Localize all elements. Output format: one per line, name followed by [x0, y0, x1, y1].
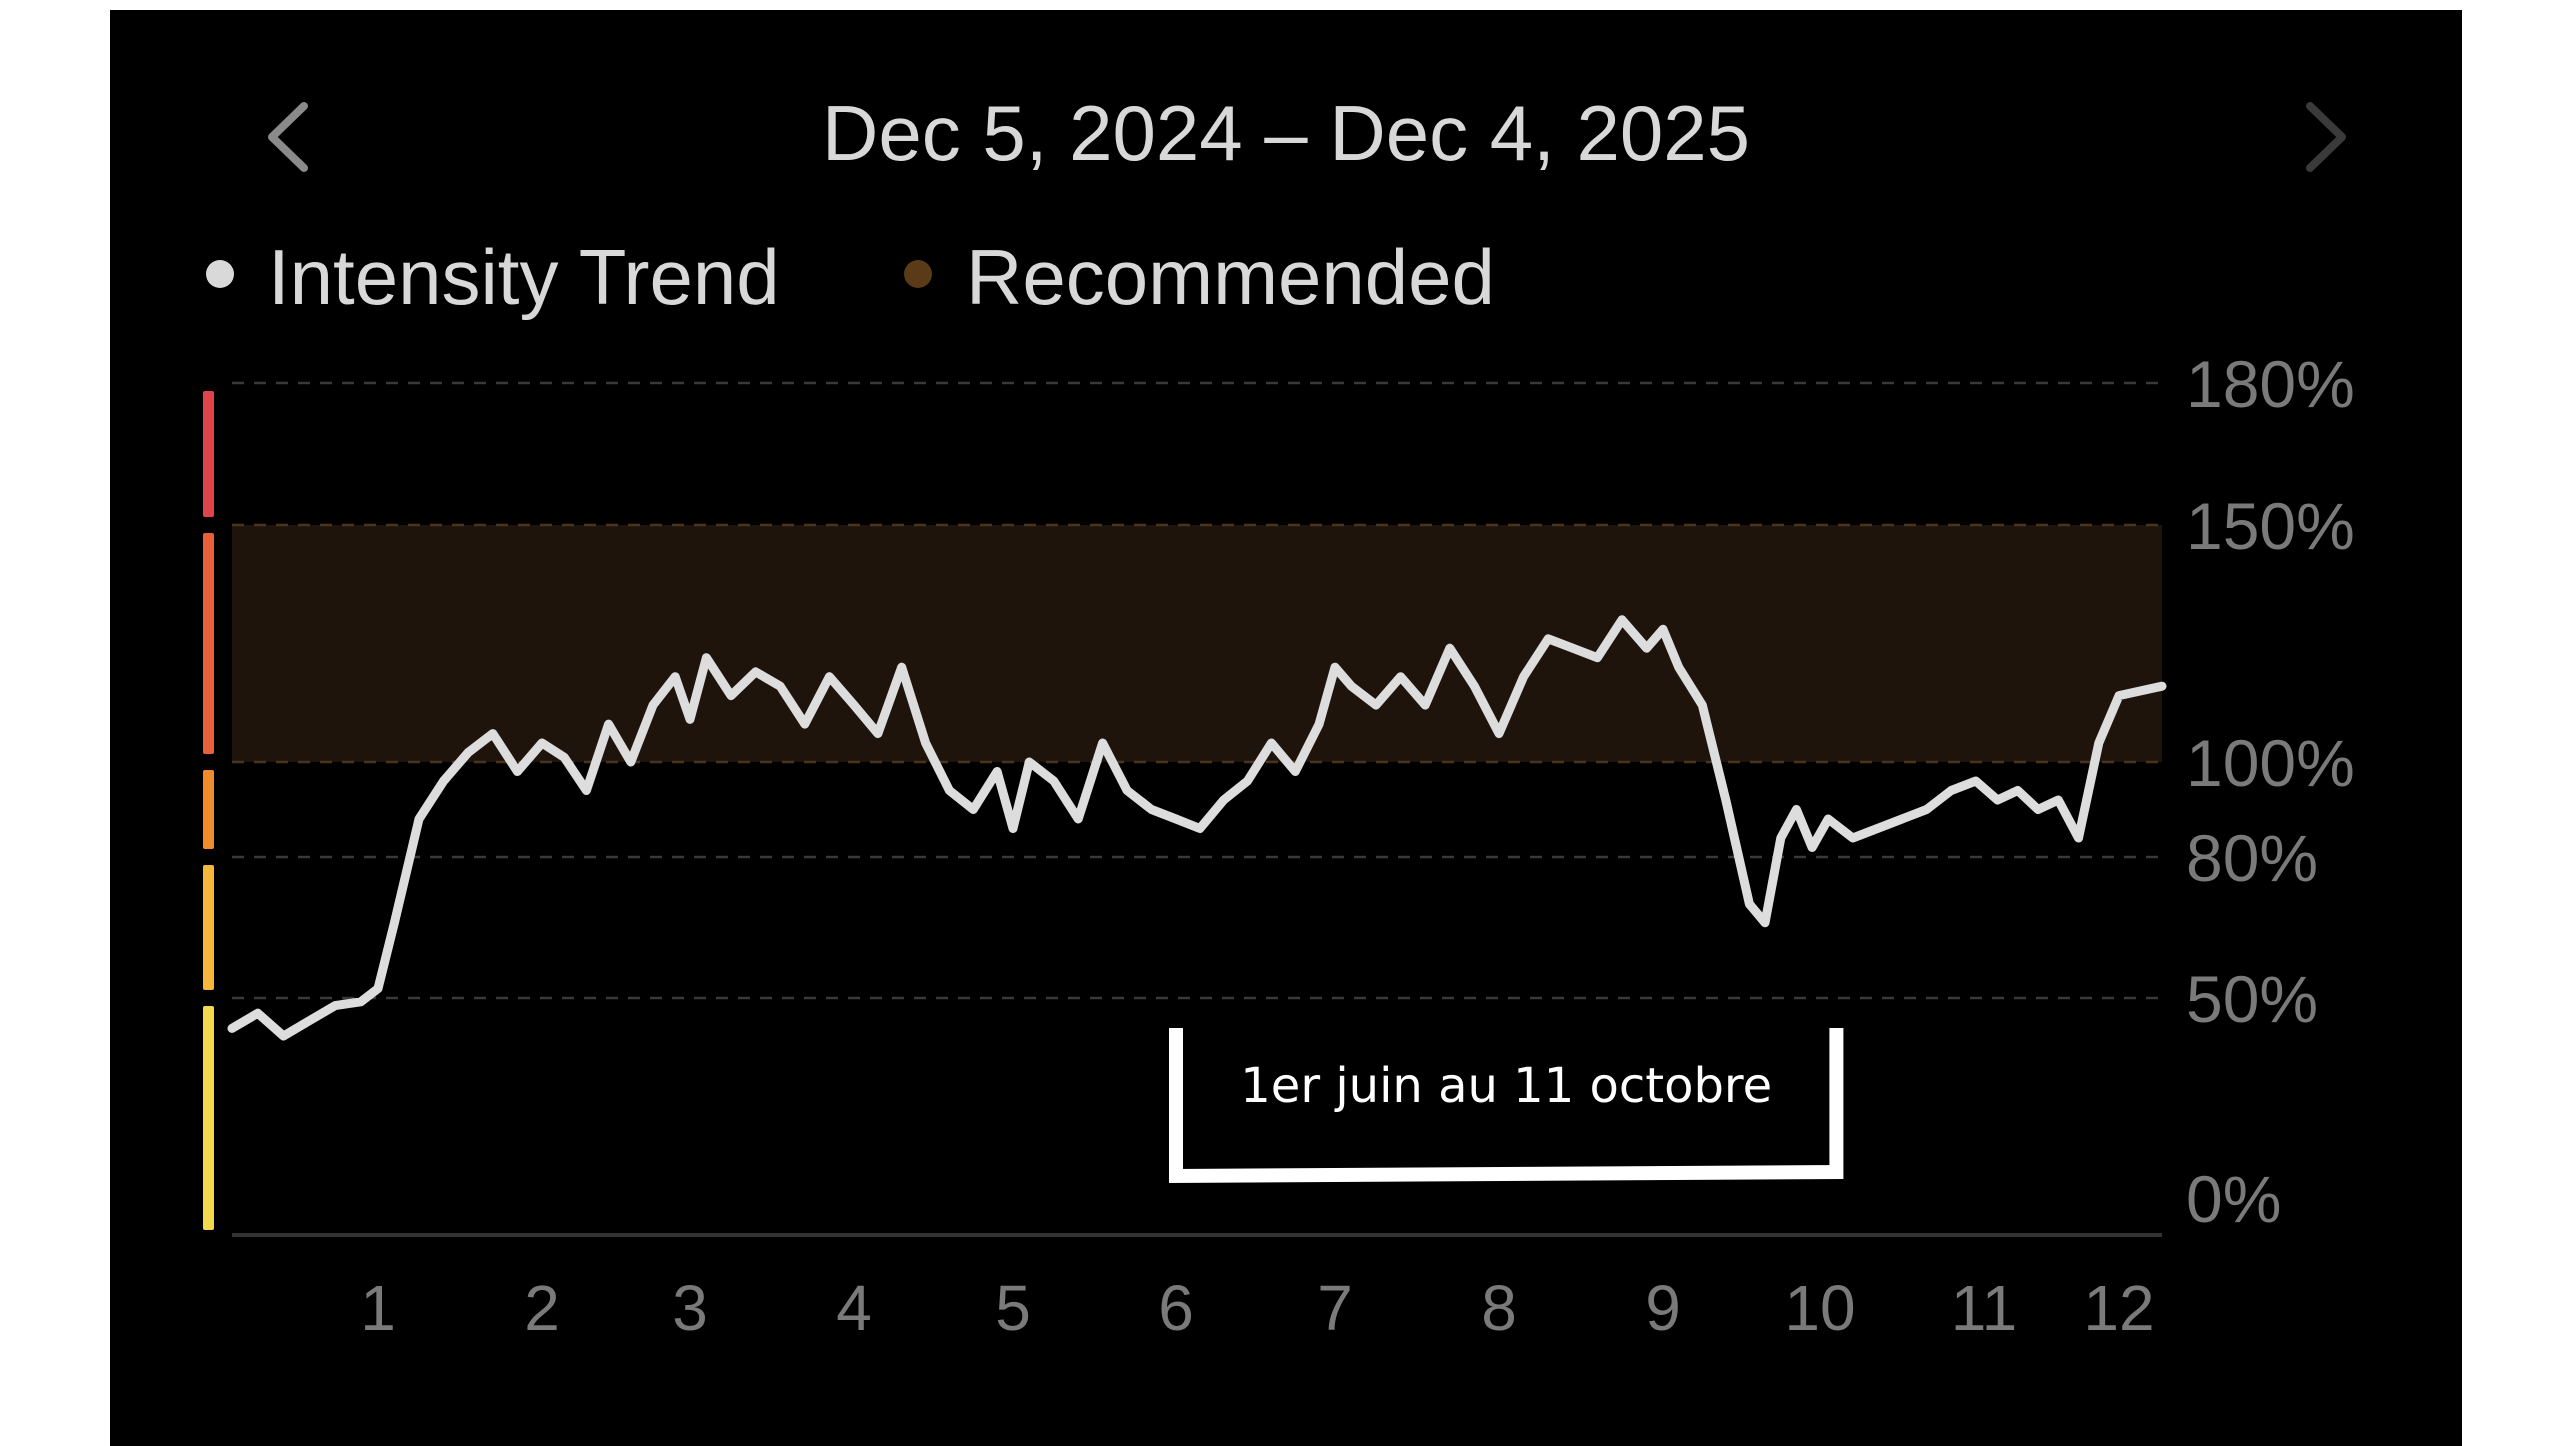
- x-tick-label: 10: [1784, 1272, 1855, 1344]
- intensity-zone-bar: [203, 1006, 214, 1230]
- date-range-title: Dec 5, 2024 – Dec 4, 2025: [822, 89, 1750, 177]
- x-tick-label: 8: [1481, 1272, 1517, 1344]
- intensity-zone-bar: [203, 391, 214, 517]
- prev-period-button[interactable]: [268, 102, 308, 172]
- intensity-chart: Dec 5, 2024 – Dec 4, 2025 Intensity Tren…: [203, 89, 2355, 1344]
- date-range-annotation: 1er juin au 11 octobre: [1169, 1028, 1844, 1184]
- chart-panel: Dec 5, 2024 – Dec 4, 2025 Intensity Tren…: [110, 10, 2462, 1446]
- annotation-bracket: [1169, 1028, 1844, 1184]
- x-tick-label: 12: [2083, 1272, 2154, 1344]
- chevron-left-icon: [268, 102, 308, 172]
- y-tick-label: 0%: [2186, 1162, 2281, 1236]
- y-tick-label: 100%: [2186, 726, 2355, 800]
- x-tick-label: 9: [1645, 1272, 1681, 1344]
- legend-label-intensity: Intensity Trend: [268, 233, 780, 321]
- x-tick-label: 6: [1158, 1272, 1194, 1344]
- x-tick-label: 5: [995, 1272, 1031, 1344]
- intensity-zone-bar: [203, 770, 214, 849]
- x-tick-label: 2: [524, 1272, 560, 1344]
- x-tick-label: 11: [1951, 1272, 2017, 1344]
- y-tick-label: 180%: [2186, 347, 2355, 421]
- recommended-band: [232, 525, 2162, 762]
- y-tick-label: 150%: [2186, 489, 2355, 563]
- intensity-trend-line: [227, 615, 2167, 1041]
- x-tick-label: 7: [1317, 1272, 1353, 1344]
- annotation-label: 1er juin au 11 octobre: [1240, 1058, 1772, 1114]
- legend-label-recommended: Recommended: [966, 233, 1495, 321]
- x-tick-label: 3: [672, 1272, 708, 1344]
- next-period-button[interactable]: [2306, 102, 2346, 172]
- y-tick-label: 80%: [2186, 821, 2318, 895]
- legend-dot-intensity: [206, 260, 234, 288]
- y-tick-label: 50%: [2186, 962, 2318, 1036]
- intensity-zone-bar: [203, 533, 214, 754]
- x-tick-label: 4: [836, 1272, 872, 1344]
- x-tick-label: 1: [360, 1272, 396, 1344]
- legend-dot-recommended: [904, 260, 932, 288]
- chevron-right-icon: [2306, 102, 2346, 172]
- intensity-zone-bar: [203, 865, 214, 990]
